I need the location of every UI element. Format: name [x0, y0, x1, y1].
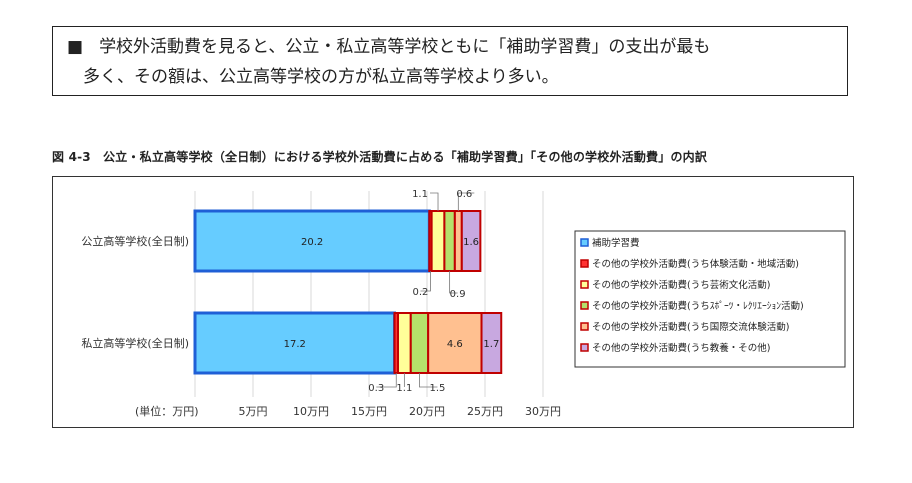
- annotation-label: 0.3: [368, 383, 384, 394]
- bar-segment: [409, 312, 430, 374]
- annotation-label: 1.1: [412, 189, 428, 200]
- bar-segment: [430, 210, 446, 272]
- summary-line-1: 学校外活動費を見ると、公立・私立高等学校ともに「補助学習費」の支出が最も: [99, 37, 711, 57]
- legend-entry: 補助学習費: [592, 237, 640, 249]
- x-tick-label: 25万円: [467, 405, 503, 418]
- annotation-label: 1.1: [396, 383, 412, 394]
- data-label: 20.2: [301, 237, 323, 248]
- annotation-label: 1.5: [430, 383, 446, 394]
- figure-title: 図 4-3 公立・私立高等学校（全日制）における学校外活動費に占める「補助学習費…: [52, 150, 708, 164]
- x-tick-label: 5万円: [239, 405, 268, 418]
- data-label: 1.6: [463, 237, 479, 248]
- legend-swatch: [580, 259, 589, 268]
- legend-entry: その他の学校外活動費(うち教養・その他): [592, 342, 770, 354]
- annotation-label: 0.6: [456, 189, 472, 200]
- leader-line: [449, 271, 458, 294]
- legend-swatch: [580, 280, 589, 289]
- legend-entry: その他の学校外活動費(うち芸術文化活動): [592, 279, 770, 291]
- leader-line: [457, 192, 475, 211]
- leader-line: [419, 373, 438, 388]
- leader-line: [376, 373, 397, 388]
- x-tick-label: 15万円: [351, 405, 387, 418]
- bar-segment: [460, 210, 482, 272]
- bar-segment: [193, 209, 431, 273]
- bar-segment: [443, 210, 456, 272]
- annotation-label: 0.2: [413, 287, 429, 298]
- leader-line: [430, 192, 439, 211]
- legend-swatch: [580, 343, 589, 352]
- bar-segment: [427, 312, 483, 374]
- leader-line: [420, 271, 431, 292]
- summary-bullet: ■: [67, 37, 84, 57]
- stacked-bar-chart: 5万円 10万円 15万円 20万円 25万円 30万円 (単位：万円) 公立高等学校(全日制…: [81, 189, 846, 418]
- x-tick-label: 10万円: [293, 405, 329, 418]
- legend-swatch: [580, 301, 589, 310]
- chart-frame: 5万円 10万円 15万円 20万円 25万円 30万円 (単位：万円) 公立高等学校(全日制…: [52, 176, 854, 428]
- bar-segment: [480, 312, 503, 374]
- summary-line-2: 多く、その額は、公立高等学校の方が私立高等学校より多い。: [83, 67, 559, 87]
- legend-swatch: [580, 238, 589, 247]
- x-tick-label: 30万円: [525, 405, 561, 418]
- legend-entry: その他の学校外活動費(うちｽﾎﾟｰﾂ・ﾚｸﾘｴｰｼｮﾝ活動): [592, 300, 804, 312]
- legend-swatch: [580, 322, 589, 331]
- summary-box: ■ 学校外活動費を見ると、公立・私立高等学校ともに「補助学習費」の支出が最も 多く…: [52, 26, 848, 96]
- annotation-label: 0.9: [450, 289, 466, 300]
- bar-segment: [397, 312, 412, 374]
- legend-entry: その他の学校外活動費(うち体験活動・地域活動): [592, 258, 799, 270]
- legend-entry: その他の学校外活動費(うち国際交流体験活動): [592, 321, 789, 333]
- x-tick-label: 20万円: [409, 405, 445, 418]
- bar-segment: [453, 210, 463, 272]
- data-label: 1.7: [483, 339, 499, 350]
- legend-box: [574, 230, 846, 368]
- unit-label: (単位：万円): [135, 404, 199, 418]
- category-label: 公立高等学校(全日制): [81, 234, 189, 248]
- bar-segment: [193, 311, 397, 375]
- category-label: 私立高等学校(全日制): [81, 336, 189, 350]
- data-label: 17.2: [284, 339, 306, 350]
- data-label: 4.6: [447, 339, 463, 350]
